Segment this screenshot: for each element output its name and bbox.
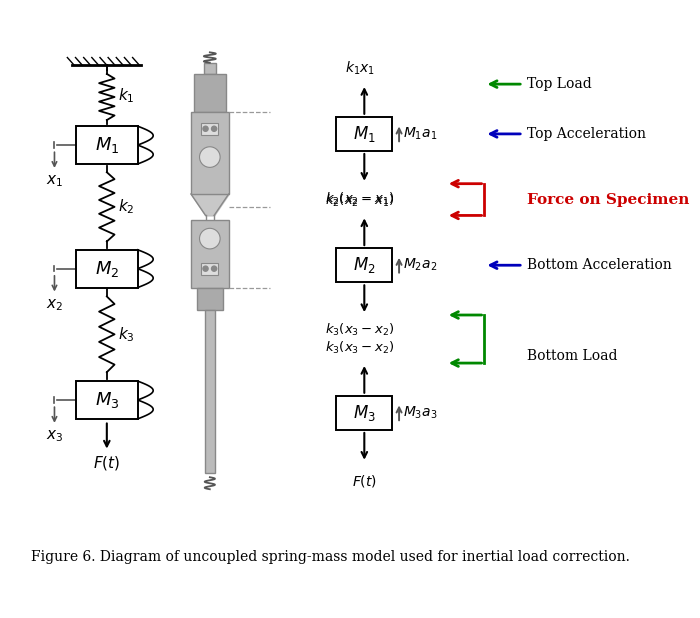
Text: $M_1a_1$: $M_1a_1$ xyxy=(402,125,437,142)
Text: $F(t)$: $F(t)$ xyxy=(93,454,120,473)
Bar xyxy=(197,289,223,310)
Text: $k_2(x_2-x_1)$: $k_2(x_2-x_1)$ xyxy=(326,190,395,206)
Text: $M_3$: $M_3$ xyxy=(353,403,376,423)
Bar xyxy=(191,220,229,289)
Text: $M_2$: $M_2$ xyxy=(353,255,376,275)
Bar xyxy=(337,396,392,430)
Text: Figure 6. Diagram of uncoupled spring-mass model used for inertial load correcti: Figure 6. Diagram of uncoupled spring-ma… xyxy=(31,550,629,564)
Text: $k_3(x_3-x_2)$: $k_3(x_3-x_2)$ xyxy=(326,322,395,338)
Text: $k_1$: $k_1$ xyxy=(118,87,134,105)
Text: $k_2$: $k_2$ xyxy=(118,198,134,216)
Text: $x_1$: $x_1$ xyxy=(46,173,63,189)
Bar xyxy=(201,263,218,274)
Bar xyxy=(193,74,226,112)
Bar xyxy=(76,126,138,164)
Text: Bottom Acceleration: Bottom Acceleration xyxy=(527,258,672,272)
Circle shape xyxy=(199,147,220,167)
Text: $F(t)$: $F(t)$ xyxy=(352,473,377,489)
Text: $M_1$: $M_1$ xyxy=(94,135,119,155)
Bar xyxy=(204,310,215,473)
Text: $M_2$: $M_2$ xyxy=(94,259,119,279)
Circle shape xyxy=(211,126,217,132)
Bar xyxy=(76,381,138,419)
Circle shape xyxy=(199,228,220,249)
Text: $k_1x_1$: $k_1x_1$ xyxy=(345,60,375,77)
Circle shape xyxy=(203,126,208,132)
Circle shape xyxy=(203,266,208,271)
Text: $M_3a_3$: $M_3a_3$ xyxy=(402,405,437,421)
Circle shape xyxy=(211,266,217,271)
Text: $k_3$: $k_3$ xyxy=(118,325,134,344)
Bar xyxy=(191,112,229,194)
Bar xyxy=(337,248,392,282)
Bar xyxy=(76,250,138,287)
Text: $k_3(x_3-x_2)$: $k_3(x_3-x_2)$ xyxy=(326,340,395,356)
Text: Top Acceleration: Top Acceleration xyxy=(527,127,646,141)
Text: $x_2$: $x_2$ xyxy=(46,297,63,313)
Text: Force on Specimen: Force on Specimen xyxy=(527,193,690,206)
Text: $M_3$: $M_3$ xyxy=(94,390,119,410)
Text: $x_3$: $x_3$ xyxy=(46,428,63,444)
Bar xyxy=(201,123,218,135)
Text: $M_1$: $M_1$ xyxy=(353,124,376,144)
Bar xyxy=(337,117,392,151)
Text: Bottom Load: Bottom Load xyxy=(527,349,618,363)
Text: $M_2a_2$: $M_2a_2$ xyxy=(402,257,437,273)
Text: Top Load: Top Load xyxy=(527,77,592,91)
Text: $k_2(x_2-x_1)$: $k_2(x_2-x_1)$ xyxy=(326,192,395,209)
Bar xyxy=(204,62,216,74)
